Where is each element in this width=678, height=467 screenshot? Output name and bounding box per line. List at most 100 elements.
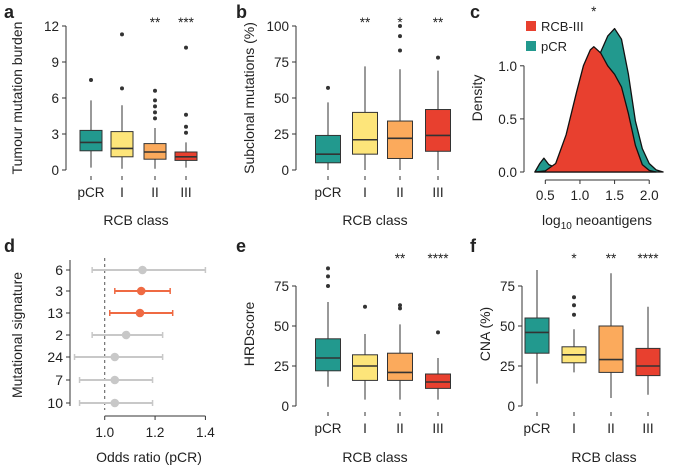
outlier-point bbox=[184, 45, 188, 50]
x-axis-title: log10 neoantigens bbox=[542, 212, 652, 232]
iqr-box bbox=[387, 352, 413, 381]
outlier-point bbox=[398, 24, 402, 28]
significance-stars: * bbox=[571, 251, 577, 266]
outlier-point bbox=[436, 55, 440, 60]
x-axis-title: RCB class bbox=[103, 212, 168, 228]
x-tick-label: 1.4 bbox=[196, 425, 215, 440]
forest-row-7 bbox=[78, 375, 154, 385]
y-axis-title: CNA (%) bbox=[477, 307, 493, 361]
y-tick-label: 100 bbox=[266, 19, 289, 34]
significance-stars: *** bbox=[178, 15, 195, 30]
outlier-point bbox=[153, 110, 157, 115]
x-axis-title: RCB class bbox=[571, 449, 636, 465]
x-tick-label: II bbox=[396, 421, 404, 436]
y-tick-label: 50 bbox=[500, 319, 515, 334]
y-tick-label: 25 bbox=[274, 127, 289, 142]
panel-letter: d bbox=[4, 236, 15, 256]
odds-ratio-point bbox=[138, 265, 147, 275]
outlier-point bbox=[363, 304, 367, 309]
y-tick-label: 0.5 bbox=[498, 112, 517, 127]
box-II bbox=[387, 303, 413, 400]
significance-stars: ** bbox=[360, 15, 371, 30]
box-pCR bbox=[524, 270, 550, 384]
odds-ratio-point bbox=[110, 375, 120, 385]
box-I bbox=[352, 66, 378, 170]
signature-label: 6 bbox=[55, 262, 63, 278]
outlier-point bbox=[326, 266, 330, 271]
y-tick-label: 6 bbox=[51, 91, 59, 106]
x-axis-title: RCB class bbox=[342, 212, 407, 228]
x-axis-title-subscript: 10 bbox=[561, 221, 573, 232]
iqr-box bbox=[352, 111, 378, 155]
y-tick-label: 75 bbox=[500, 279, 515, 294]
x-axis-title: Odds ratio (pCR) bbox=[96, 449, 202, 465]
panel-letter: f bbox=[470, 236, 477, 256]
y-tick-label: 75 bbox=[274, 279, 289, 294]
iqr-box bbox=[598, 325, 624, 373]
box-I bbox=[352, 304, 378, 400]
signature-label: 13 bbox=[47, 305, 63, 321]
outlier-point bbox=[120, 32, 124, 37]
significance-stars: ** bbox=[395, 251, 406, 266]
x-tick-label: I bbox=[363, 421, 367, 436]
significance-stars: **** bbox=[637, 251, 659, 266]
legend: RCB-III pCR bbox=[526, 19, 584, 54]
panel-letter: e bbox=[236, 236, 246, 256]
forest-row-2 bbox=[91, 330, 164, 340]
iqr-box bbox=[387, 120, 413, 159]
signature-label: 3 bbox=[55, 283, 63, 299]
iqr-box bbox=[635, 347, 661, 377]
y-tick-label: 50 bbox=[274, 319, 289, 334]
signature-label: 24 bbox=[47, 349, 63, 365]
y-tick-label: 25 bbox=[274, 359, 289, 374]
y-tick-label: 25 bbox=[500, 359, 515, 374]
panel-d-mutational-signature-forest: d 6 3 13 2 24 7 10 1.0 1.2 1.4 Mutational signature… bbox=[4, 236, 215, 465]
iqr-box bbox=[524, 317, 550, 354]
outlier-point bbox=[184, 124, 188, 129]
outlier-point bbox=[398, 303, 402, 308]
outlier-point bbox=[184, 130, 188, 135]
y-tick-label: 0 bbox=[507, 399, 515, 414]
legend-swatch-pcr bbox=[526, 41, 536, 51]
odds-ratio-point bbox=[110, 398, 120, 408]
y-tick-label: 3 bbox=[51, 127, 59, 142]
odds-ratio-point bbox=[135, 308, 145, 318]
legend-swatch-rcb-iii bbox=[526, 21, 536, 31]
forest-row-6 bbox=[91, 265, 207, 275]
panel-letter: c bbox=[470, 2, 480, 22]
iqr-box bbox=[79, 129, 103, 152]
x-axis-title: RCB class bbox=[342, 449, 407, 465]
outlier-point bbox=[153, 88, 157, 93]
iqr-box bbox=[110, 131, 134, 158]
signature-label: 7 bbox=[55, 372, 63, 388]
y-tick-label: 0.0 bbox=[498, 165, 517, 180]
x-tick-label: pCR bbox=[77, 185, 104, 200]
outlier-point bbox=[326, 274, 330, 279]
iqr-box bbox=[425, 109, 451, 152]
y-tick-label: 0 bbox=[281, 399, 289, 414]
forest-row-3 bbox=[114, 286, 171, 296]
forest-row-10 bbox=[78, 398, 154, 408]
outlier-point bbox=[436, 330, 440, 335]
y-axis-title: Tumour mutation burden bbox=[9, 22, 25, 175]
significance-stars: * bbox=[591, 4, 597, 19]
iqr-box bbox=[315, 338, 341, 372]
outlier-point bbox=[89, 78, 93, 82]
box-I bbox=[110, 32, 134, 169]
outlier-point bbox=[153, 116, 157, 121]
y-tick-label: 0 bbox=[281, 163, 289, 178]
y-tick-label: 0 bbox=[51, 163, 59, 178]
panel-letter: b bbox=[236, 2, 247, 22]
outlier-point bbox=[398, 306, 402, 311]
y-tick-label: 1.0 bbox=[498, 59, 517, 74]
forest-row-24 bbox=[73, 352, 164, 362]
x-tick-label: II bbox=[151, 185, 159, 200]
x-tick-label: I bbox=[572, 421, 576, 436]
box-I bbox=[561, 295, 587, 373]
outlier-point bbox=[398, 48, 402, 53]
significance-stars: * bbox=[397, 15, 403, 30]
box-pCR bbox=[315, 85, 341, 170]
box-III bbox=[425, 330, 451, 400]
